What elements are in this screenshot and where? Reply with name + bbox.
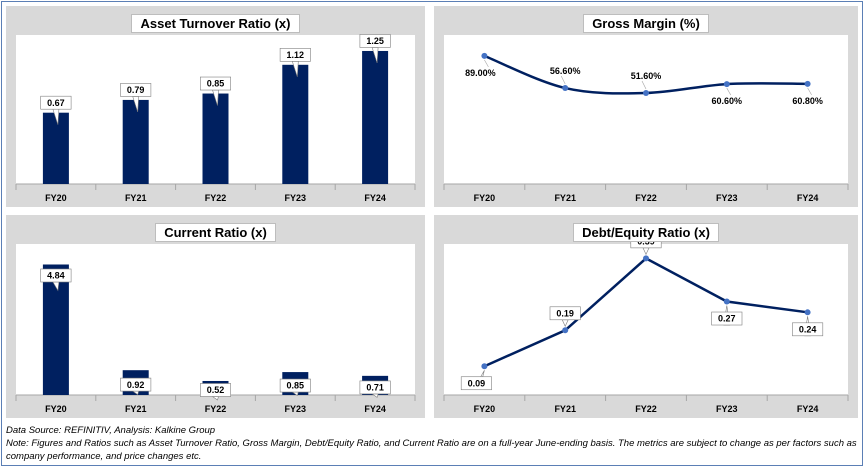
current-ratio-data-label-box [40, 268, 72, 283]
asset-turnover-data-label-box [120, 83, 152, 97]
debt-equity-data-label: 0.24 [799, 325, 817, 335]
asset-turnover-category-label: FY23 [285, 193, 307, 203]
asset-turnover-data-label: 0.67 [47, 98, 65, 108]
debt-equity-data-label-box [792, 322, 824, 337]
gross-margin-leader-line [726, 87, 732, 96]
current-ratio-title: Current Ratio (x) [155, 223, 276, 242]
current-ratio-category-label: FY20 [45, 404, 67, 414]
current-ratio-category-label: FY22 [205, 404, 227, 414]
asset-turnover-bar [122, 99, 149, 184]
asset-turnover-data-label-box [40, 95, 72, 110]
debt-equity-point [562, 327, 569, 334]
debt-equity-title: Debt/Equity Ratio (x) [573, 223, 719, 242]
debt-equity-data-label-box [711, 311, 743, 326]
current-ratio-chart: FY20 FY21 FY22 FY23 FY24 4.84 0.92 0.52 0.85 0.71 [15, 244, 416, 414]
gross-margin-title: Gross Margin (%) [583, 14, 709, 33]
gross-margin-point [643, 90, 649, 97]
asset-turnover-bar [202, 93, 229, 184]
current-ratio-data-label: 0.92 [127, 380, 145, 390]
footer-notes: Data Source: REFINITIV, Analysis: Kalkin… [6, 424, 857, 463]
current-ratio-data-label-pointer [211, 396, 219, 401]
current-ratio-plot-area [16, 244, 415, 395]
debt-equity-point [804, 309, 811, 316]
note-line-2: company performance, and price changes e… [6, 451, 202, 462]
debt-equity-category-label: FY23 [716, 404, 738, 414]
current-ratio-panel: FY20 FY21 FY22 FY23 FY24 4.84 0.92 0.52 0.85 0.71… [6, 215, 425, 418]
asset-turnover-title: Asset Turnover Ratio (x) [131, 14, 300, 33]
asset-turnover-panel: FY20 FY21 FY22 FY23 FY24 0.67 0.79 0.85 1.12 1.25… [6, 6, 425, 207]
gross-margin-category-label: FY24 [797, 193, 819, 203]
debt-equity-point [643, 255, 649, 262]
gross-margin-category-label: FY23 [716, 193, 738, 203]
asset-turnover-chart: FY20 FY21 FY22 FY23 FY24 0.67 0.79 0.85 1.12 1.25 [15, 34, 416, 203]
gross-margin-data-label: 89.00% [465, 68, 496, 78]
gross-margin-category-label: FY21 [554, 193, 576, 203]
asset-turnover-bar [362, 50, 389, 184]
gross-margin-leader-line [560, 75, 566, 85]
debt-equity-data-label: 0.27 [718, 314, 736, 324]
debt-equity-category-label: FY21 [554, 404, 576, 414]
debt-equity-data-label: 0.19 [556, 308, 574, 318]
gross-margin-point [723, 81, 730, 88]
current-ratio-data-label-box [120, 377, 152, 392]
debt-equity-data-label-box [460, 376, 492, 391]
debt-equity-category-label: FY24 [797, 404, 819, 414]
debt-equity-plot-area [444, 244, 848, 395]
asset-turnover-data-label-box [279, 47, 311, 62]
current-ratio-data-label-pointer [371, 393, 379, 398]
asset-turnover-category-label: FY24 [364, 193, 386, 203]
gross-margin-leader-line [641, 80, 647, 90]
debt-equity-panel: FY20FY21FY22FY23FY240.090.190.390.270.24… [434, 215, 858, 418]
asset-turnover-data-label: 1.12 [287, 50, 305, 60]
gross-margin-point [804, 80, 811, 87]
debt-equity-category-label: FY20 [474, 404, 496, 414]
asset-turnover-category-label: FY20 [45, 193, 67, 203]
gross-margin-point [562, 85, 569, 92]
current-ratio-data-label: 0.52 [207, 385, 225, 395]
asset-turnover-data-label-box [200, 76, 232, 91]
asset-turnover-data-label: 0.79 [127, 85, 145, 95]
gross-margin-category-label: FY22 [635, 193, 657, 203]
gross-margin-data-label: 60.80% [792, 96, 823, 106]
gross-margin-data-label: 51.60% [631, 71, 662, 81]
current-ratio-category-label: FY21 [125, 404, 147, 414]
gross-margin-category-label: FY20 [474, 193, 496, 203]
note-line-1: Note: Figures and Ratios such as Asset T… [6, 438, 857, 449]
asset-turnover-bar [42, 112, 69, 184]
debt-equity-point [723, 298, 730, 305]
current-ratio-data-label: 0.71 [366, 383, 384, 393]
asset-turnover-data-label: 0.85 [207, 79, 225, 89]
asset-turnover-data-label: 1.25 [366, 36, 384, 46]
current-ratio-data-label-box [279, 378, 311, 393]
gross-margin-data-label: 60.60% [712, 96, 743, 106]
debt-equity-point [481, 363, 488, 370]
asset-turnover-category-label: FY22 [205, 193, 227, 203]
current-ratio-data-label: 0.85 [287, 381, 305, 391]
gross-margin-leader-line [807, 87, 812, 96]
gross-margin-plot-area [444, 35, 848, 184]
current-ratio-category-label: FY23 [285, 404, 307, 414]
gross-margin-panel: FY20 FY21 FY22 FY23 FY24 89.00% 56.60% 51.60% 60… [434, 6, 858, 207]
debt-equity-category-label: FY22 [635, 404, 657, 414]
asset-turnover-data-label-box [359, 34, 391, 48]
debt-equity-data-label-box [549, 306, 581, 321]
current-ratio-data-label-box [359, 380, 391, 395]
asset-turnover-bar [282, 64, 309, 184]
current-ratio-category-label: FY24 [364, 404, 386, 414]
current-ratio-data-label-box [200, 383, 232, 397]
current-ratio-data-label: 4.84 [47, 271, 65, 281]
asset-turnover-category-label: FY21 [125, 193, 147, 203]
data-source: Data Source: REFINITIV, Analysis: Kalkin… [6, 425, 216, 436]
gross-margin-chart: FY20 FY21 FY22 FY23 FY24 89.00% 56.60% 51.60% 60… [443, 35, 849, 203]
gross-margin-data-label: 56.60% [550, 66, 581, 76]
gross-margin-point [481, 52, 488, 59]
gross-margin-leader-line [484, 59, 489, 68]
debt-equity-data-label: 0.09 [468, 378, 486, 388]
